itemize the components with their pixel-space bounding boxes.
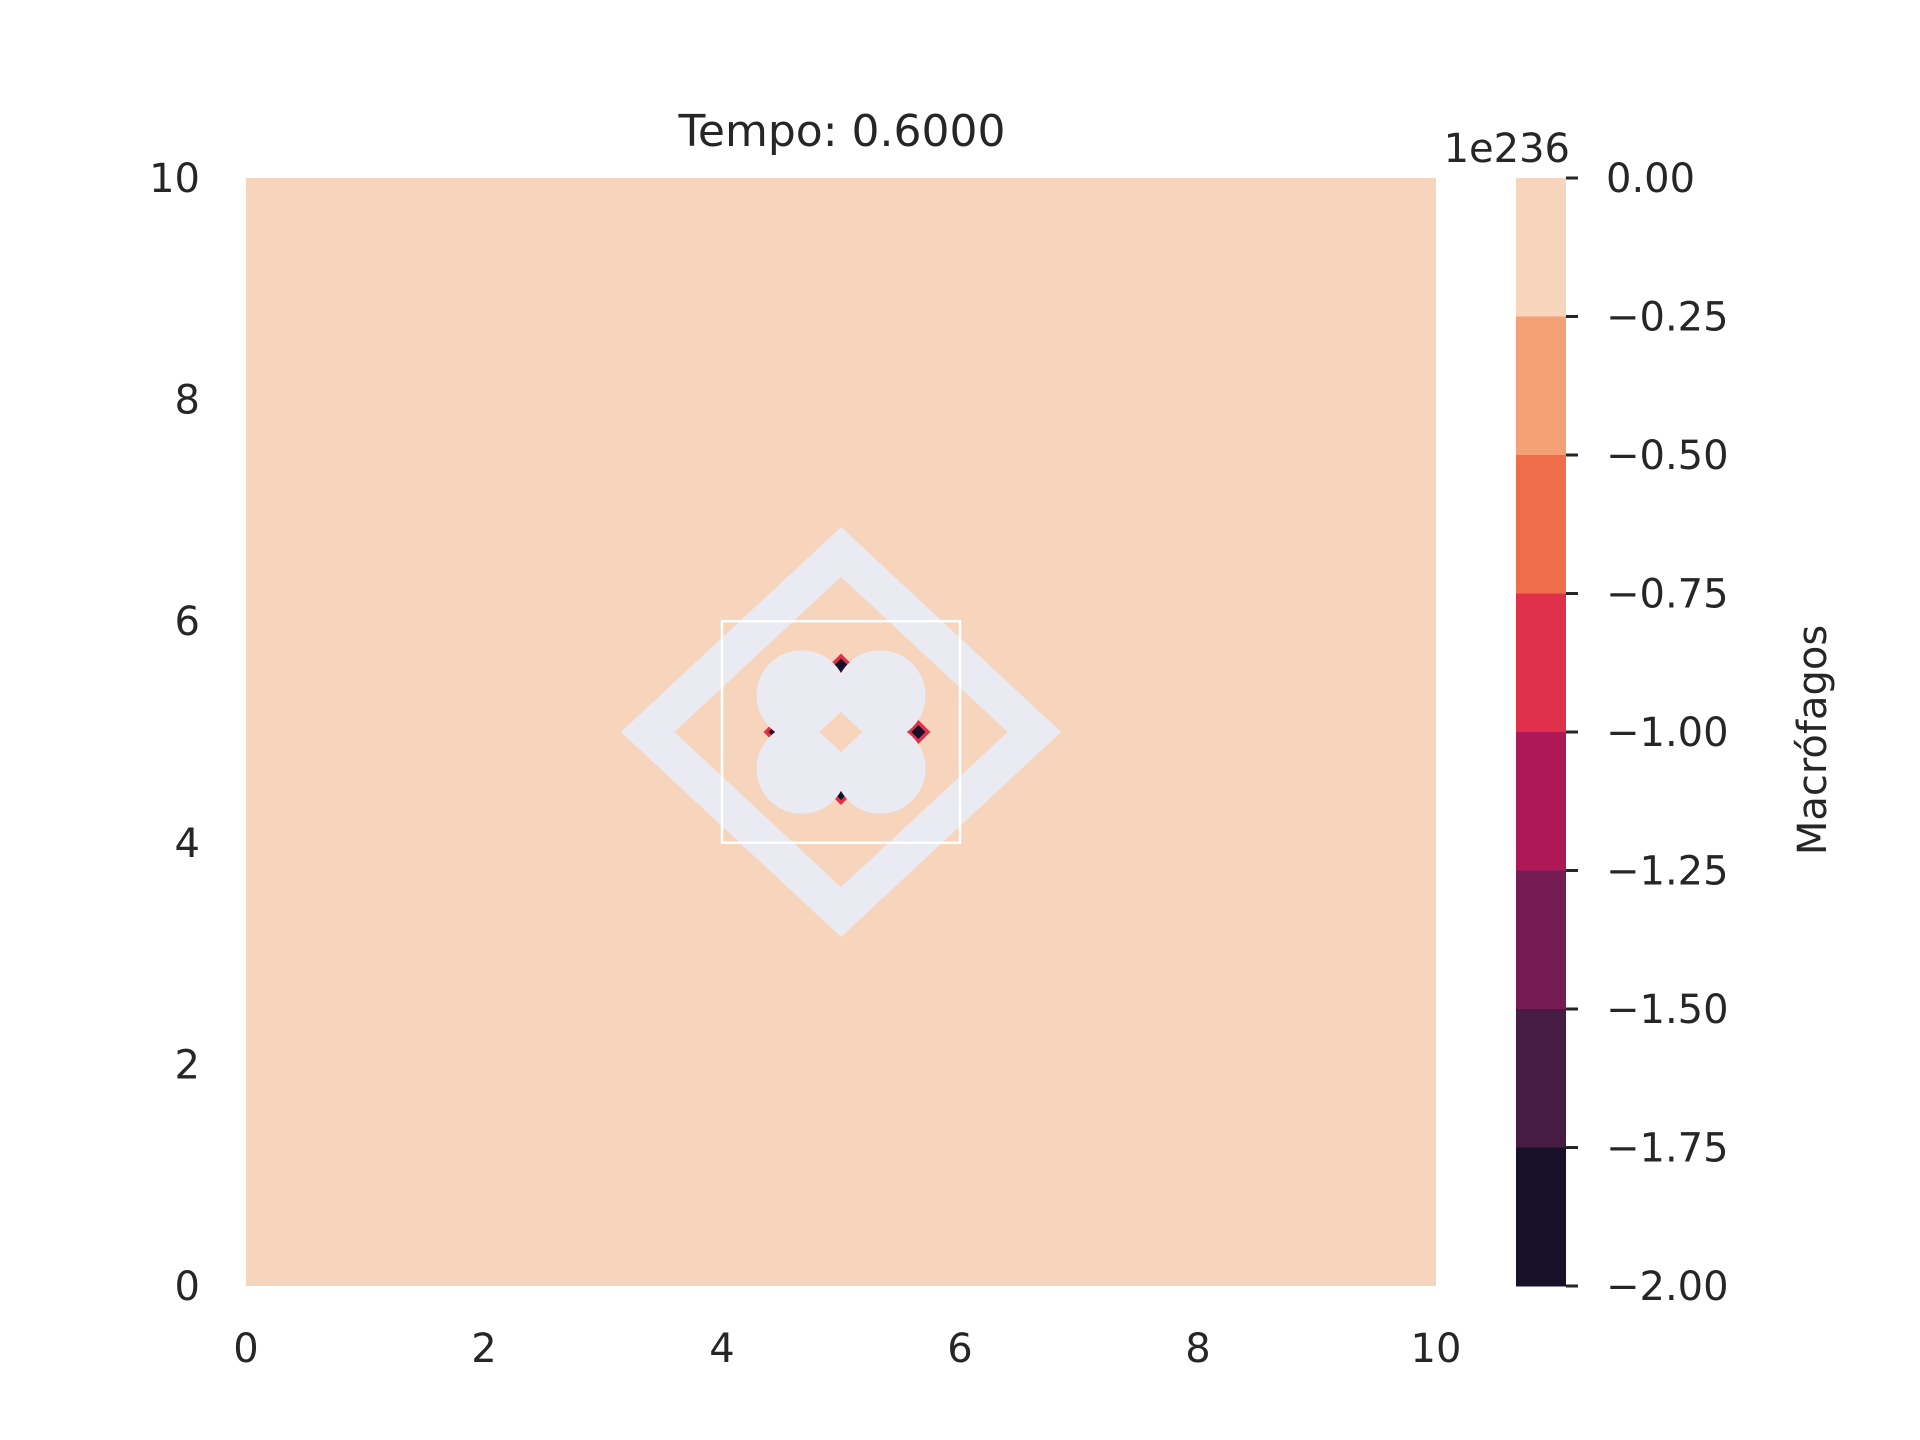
- colorbar-label: Macrófagos: [1790, 625, 1836, 855]
- colorbar: [1516, 178, 1566, 1287]
- y-tick-label: 4: [175, 821, 200, 867]
- y-axis: 0 2 4 6 8 10: [149, 156, 200, 1310]
- y-tick-label: 10: [149, 156, 200, 202]
- colorbar-tick-label: −0.50: [1606, 433, 1729, 479]
- colorbar-band: [1516, 316, 1566, 456]
- y-tick-label: 2: [175, 1042, 200, 1088]
- colorbar-tick-label: −0.75: [1606, 572, 1729, 618]
- x-tick-label: 2: [471, 1326, 496, 1372]
- colorbar-offset-text: 1e236: [1444, 126, 1570, 172]
- colorbar-band: [1516, 178, 1566, 317]
- colorbar-tick-label: −1.25: [1606, 849, 1729, 895]
- colorbar-band: [1516, 732, 1566, 871]
- colorbar-band: [1516, 1147, 1566, 1287]
- inner-lobe: [835, 650, 926, 741]
- colorbar-band: [1516, 455, 1566, 594]
- colorbar-tick-label: −2.00: [1606, 1264, 1729, 1310]
- x-tick-label: 0: [233, 1326, 258, 1372]
- x-tick-label: 10: [1411, 1326, 1462, 1372]
- colorbar-band: [1516, 870, 1566, 1010]
- colorbar-band: [1516, 593, 1566, 733]
- x-tick-label: 8: [1185, 1326, 1210, 1372]
- colorbar-tick-label: −1.75: [1606, 1126, 1729, 1172]
- inner-lobe: [756, 723, 847, 814]
- inner-hole: [819, 712, 863, 752]
- colorbar-tick-label: −0.25: [1606, 295, 1729, 341]
- x-tick-label: 6: [947, 1326, 972, 1372]
- square-outline: [720, 619, 962, 845]
- spot-level-inner: [911, 725, 926, 739]
- y-tick-label: 0: [175, 1264, 200, 1310]
- x-axis: 0 2 4 6 8 10: [233, 1326, 1461, 1372]
- inner-lobe: [835, 723, 926, 814]
- y-tick-label: 8: [175, 378, 200, 424]
- y-tick-label: 6: [175, 599, 200, 645]
- chart-title: Tempo: 0.6000: [678, 106, 1006, 157]
- plot-area: [246, 178, 1436, 1286]
- colorbar-tick-label: −1.00: [1606, 710, 1729, 756]
- colorbar-tick-label: −1.50: [1606, 987, 1729, 1033]
- x-tick-label: 4: [709, 1326, 734, 1372]
- colorbar-tick-label: 0.00: [1606, 156, 1695, 202]
- colorbar-band: [1516, 1009, 1566, 1148]
- colorbar-ticks: 0.00 −0.25 −0.50 −0.75 −1.00 −1.25 −1.50 −1.75 −…: [1566, 156, 1729, 1310]
- inner-lobe: [756, 650, 847, 741]
